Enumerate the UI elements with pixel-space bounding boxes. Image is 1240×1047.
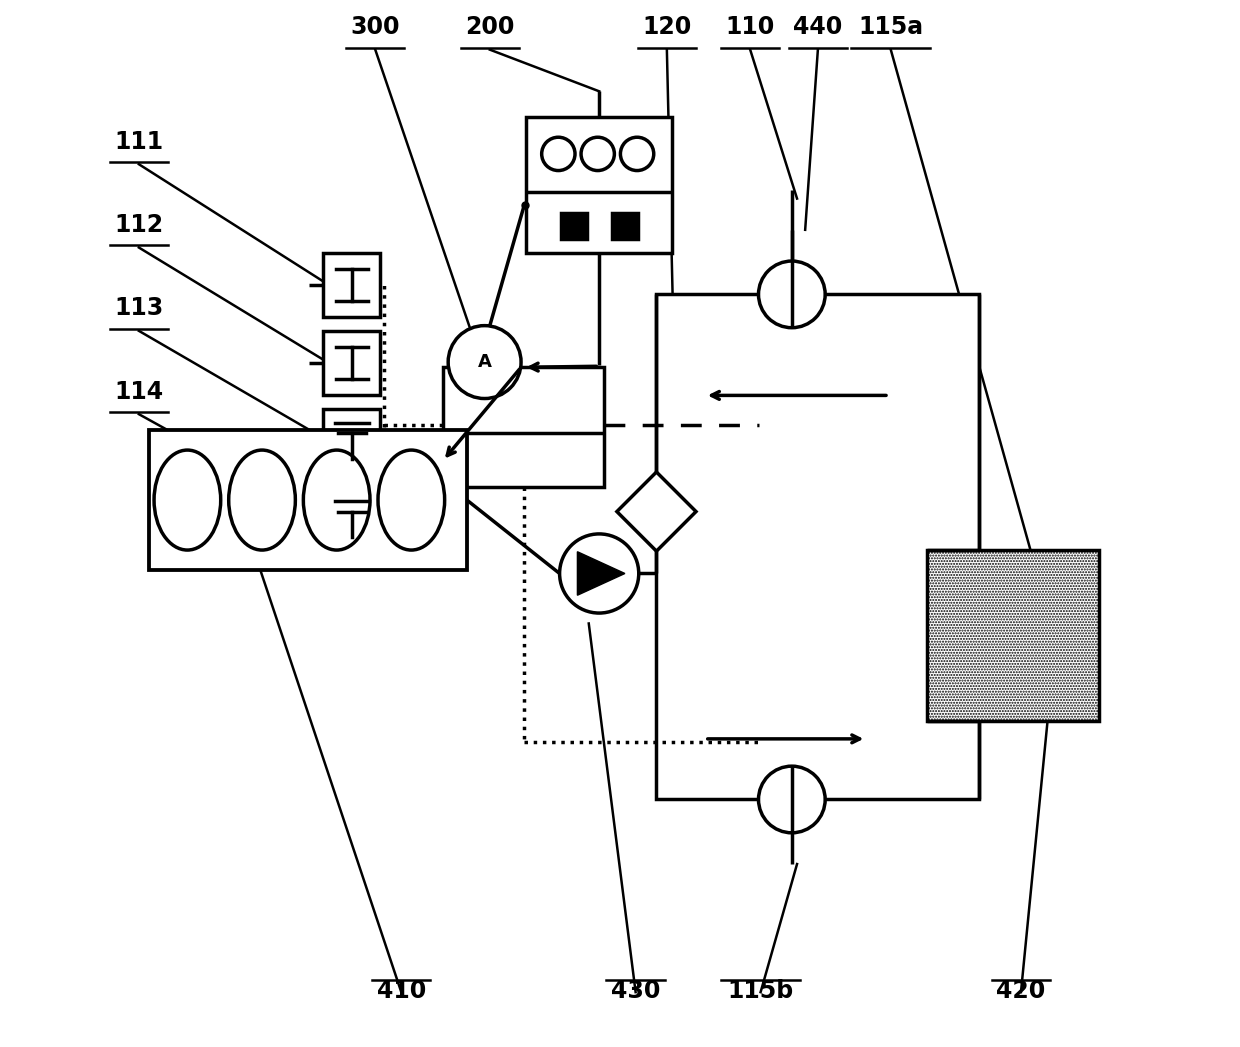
Text: 440: 440 [794,16,842,39]
Bar [656,294,980,800]
Text: 120: 120 [642,16,692,39]
Circle shape [620,137,653,171]
Text: A: A [477,353,491,371]
Bar [613,214,639,239]
Text: 112: 112 [114,214,164,237]
Text: 410: 410 [377,979,425,1003]
Text: 114: 114 [114,380,164,404]
Circle shape [448,326,521,399]
Text: 110: 110 [725,16,775,39]
Text: 115a: 115a [858,16,924,39]
Bar [324,487,381,552]
Text: 300: 300 [351,16,401,39]
Circle shape [759,766,825,832]
Text: 420: 420 [996,979,1045,1003]
Bar [928,550,1099,721]
Circle shape [542,137,575,171]
Text: 430: 430 [611,979,661,1003]
Text: 113: 113 [114,296,164,320]
Bar [324,409,381,473]
Ellipse shape [304,450,370,550]
Ellipse shape [154,450,221,550]
Ellipse shape [228,450,295,550]
Ellipse shape [378,450,445,550]
Circle shape [559,534,639,614]
Text: 111: 111 [114,130,164,154]
Bar [149,429,467,571]
Polygon shape [578,552,625,596]
Bar [443,367,604,487]
Text: 115b: 115b [728,979,794,1003]
Polygon shape [616,472,696,551]
Bar [324,252,381,317]
Circle shape [759,261,825,328]
Bar [526,117,672,252]
Bar [324,331,381,396]
Bar [562,214,588,239]
Circle shape [582,137,614,171]
Text: 200: 200 [465,16,515,39]
